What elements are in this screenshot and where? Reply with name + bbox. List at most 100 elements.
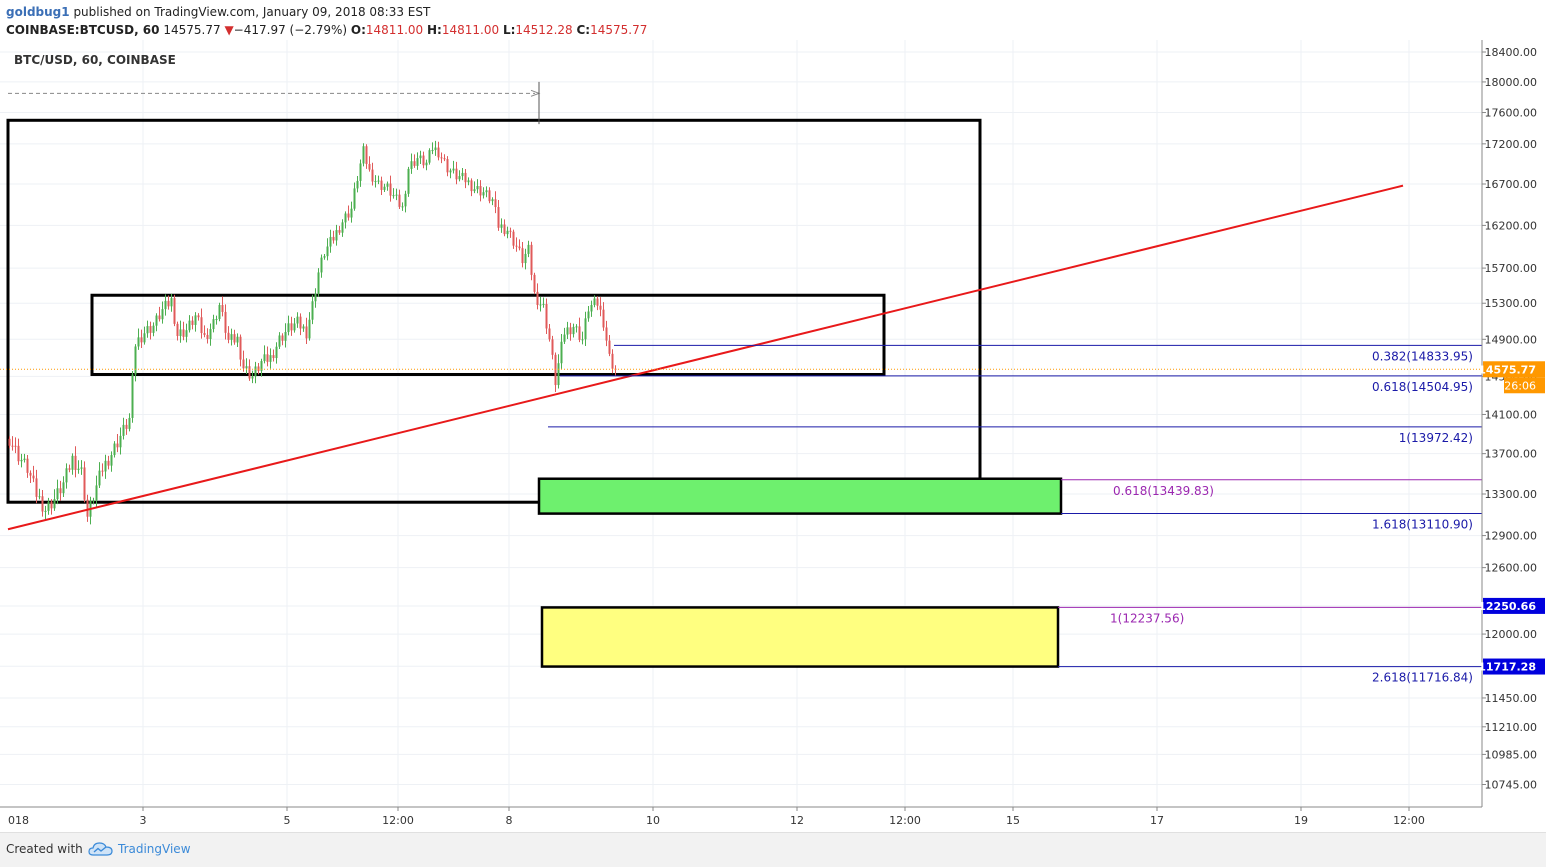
time-tick-label: 5 [284,814,291,827]
candle-body [446,159,449,173]
candle-body [326,246,329,257]
red-trendline [7,184,1404,531]
candle-body [308,319,311,339]
candle-body [509,230,512,232]
candle-body [167,300,170,307]
candle-body [101,470,104,472]
candle-body [59,488,62,494]
price-change: −417.97 (−2.79%) [233,23,348,37]
price-tick-label: 18400.00 [1485,46,1538,59]
price-tick-label: 10745.00 [1485,778,1538,791]
candle-body [296,316,299,324]
candle-body [185,330,188,337]
time-tick-label: 12:00 [889,814,921,827]
candle-body [524,253,527,264]
candle-body [350,208,353,218]
candle-body [569,327,572,335]
candle-body [104,460,107,472]
candle-body [533,274,536,292]
candle-body [341,222,344,233]
candle-body [536,291,539,306]
candle-body [209,329,212,340]
candle-body [86,499,89,517]
candle-body [587,311,590,319]
candle-body [452,168,455,171]
fib-level-label: 1(13972.42) [1399,431,1473,445]
candle-body [521,248,524,264]
tradingview-cloud-icon [88,842,113,856]
fib-level-label: 2.618(11716.84) [1372,671,1473,685]
candle-body [344,213,347,223]
footer: Created with TradingView [0,832,1546,867]
candle-body [449,170,452,173]
candle-body [173,298,176,324]
candle-body [80,467,83,469]
high-value: 14811.00 [441,23,500,37]
candle-body [542,303,545,305]
candle-body [38,496,41,498]
tradingview-brand-link[interactable]: TradingView [118,842,191,856]
low-value: 14512.28 [515,23,573,37]
close-value: 14575.77 [590,23,648,37]
candle-body [422,155,425,166]
chart-header: goldbug1 published on TradingView.com, J… [0,0,1546,40]
price-tick-label: 18000.00 [1485,76,1538,89]
candle-body [65,468,68,483]
candle-body [395,194,398,196]
candle-body [401,206,404,208]
candle-body [290,323,293,331]
price-tick-label: 16700.00 [1485,178,1538,191]
grid-lines [0,40,1482,807]
candle-body [362,146,365,164]
candle-body [269,355,272,362]
candle-body [11,445,14,447]
candle-body [107,460,110,466]
candle-body [92,500,95,502]
candle-body [497,207,500,228]
candle-body [227,332,230,340]
time-tick-label: 3 [140,814,147,827]
candle-body [347,213,350,218]
time-tick-label: 12:00 [382,814,414,827]
candle-body [224,311,227,333]
candle-body [134,346,137,375]
candle-body [338,230,341,233]
publish-line: goldbug1 published on TradingView.com, J… [6,5,430,19]
candle-body [518,246,521,249]
candle-body [206,334,209,340]
candle-body [437,147,440,158]
candle-body [494,199,497,208]
candle-body [251,376,254,379]
candle-body [305,326,308,339]
candle-body [191,320,194,325]
price-chart[interactable]: BTC/USD, 60, COINBASE 0.382(14833.95) 0.61… [0,40,1546,832]
candle-body [263,354,266,362]
candle-body [176,323,179,337]
created-with-label: Created with [6,842,83,856]
candle-body [44,510,47,512]
candle-body [287,323,290,333]
candle-body [605,327,608,341]
candle-body [188,320,191,331]
level-badge [1483,658,1545,675]
candle-body [257,366,260,371]
price-tick-label: 13300.00 [1485,488,1538,501]
candle-body [239,336,242,360]
price-tick-label: 17200.00 [1485,138,1538,151]
candle-body [170,298,173,307]
candle-body [35,478,38,497]
candle-body [245,366,248,369]
candle-body [461,172,464,177]
candle-body [329,236,332,247]
time-tick-label: 12:00 [1393,814,1425,827]
candle-body [359,163,362,181]
candle-body [512,231,515,246]
candle-body [32,475,35,479]
candle-body [194,315,197,325]
candle-body [563,334,566,342]
candle-body [311,301,314,320]
candle-body [50,501,53,509]
candle-body [113,443,116,456]
candle-body [47,501,50,511]
author-link[interactable]: goldbug1 [6,5,70,19]
